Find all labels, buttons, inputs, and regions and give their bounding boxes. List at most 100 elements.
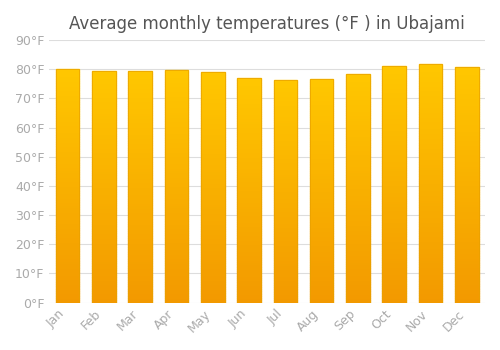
Bar: [201, 206, 224, 208]
Bar: [274, 229, 297, 231]
Bar: [346, 129, 370, 131]
Bar: [92, 203, 116, 205]
Bar: [201, 259, 224, 261]
Bar: [128, 196, 152, 198]
Bar: [164, 156, 188, 159]
Bar: [128, 231, 152, 233]
Bar: [418, 148, 442, 150]
Bar: [310, 89, 334, 91]
Bar: [56, 130, 80, 132]
Bar: [418, 236, 442, 238]
Bar: [201, 284, 224, 287]
Bar: [274, 109, 297, 111]
Bar: [310, 108, 334, 111]
Bar: [455, 288, 478, 291]
Bar: [346, 264, 370, 266]
Bar: [164, 270, 188, 272]
Bar: [201, 130, 224, 132]
Bar: [274, 98, 297, 100]
Bar: [92, 85, 116, 88]
Bar: [128, 178, 152, 180]
Bar: [128, 168, 152, 171]
Bar: [418, 117, 442, 119]
Bar: [274, 272, 297, 274]
Bar: [201, 111, 224, 114]
Bar: [455, 185, 478, 187]
Bar: [274, 85, 297, 87]
Bar: [164, 121, 188, 124]
Bar: [382, 118, 406, 121]
Bar: [274, 122, 297, 125]
Bar: [382, 102, 406, 104]
Bar: [56, 114, 80, 116]
Bar: [201, 254, 224, 257]
Bar: [382, 168, 406, 170]
Bar: [346, 250, 370, 252]
Bar: [164, 217, 188, 219]
Bar: [237, 244, 261, 246]
Bar: [274, 280, 297, 282]
Bar: [455, 284, 478, 286]
Bar: [274, 211, 297, 214]
Bar: [56, 249, 80, 251]
Bar: [418, 176, 442, 178]
Bar: [164, 110, 188, 112]
Bar: [382, 170, 406, 173]
Bar: [346, 200, 370, 202]
Bar: [92, 136, 116, 138]
Bar: [237, 240, 261, 242]
Bar: [128, 289, 152, 291]
Bar: [92, 266, 116, 268]
Bar: [455, 241, 478, 244]
Bar: [237, 249, 261, 251]
Bar: [56, 181, 80, 184]
Bar: [310, 218, 334, 220]
Bar: [128, 74, 152, 76]
Bar: [310, 202, 334, 204]
Bar: [418, 102, 442, 105]
Bar: [92, 145, 116, 148]
Bar: [455, 296, 478, 298]
Bar: [382, 270, 406, 272]
Bar: [310, 287, 334, 289]
Bar: [237, 186, 261, 188]
Bar: [455, 95, 478, 98]
Bar: [346, 266, 370, 268]
Bar: [310, 289, 334, 292]
Bar: [346, 179, 370, 182]
Bar: [310, 274, 334, 276]
Bar: [455, 102, 478, 105]
Bar: [128, 71, 152, 303]
Bar: [164, 159, 188, 161]
Bar: [128, 293, 152, 296]
Bar: [237, 258, 261, 260]
Bar: [274, 276, 297, 278]
Bar: [274, 198, 297, 200]
Bar: [92, 277, 116, 280]
Bar: [164, 84, 188, 86]
Bar: [237, 204, 261, 206]
Bar: [310, 120, 334, 122]
Bar: [310, 178, 334, 180]
Bar: [237, 292, 261, 294]
Bar: [237, 260, 261, 262]
Bar: [56, 284, 80, 286]
Bar: [274, 182, 297, 185]
Bar: [164, 170, 188, 173]
Bar: [128, 273, 152, 275]
Bar: [455, 230, 478, 232]
Bar: [418, 88, 442, 90]
Bar: [237, 282, 261, 285]
Bar: [56, 270, 80, 272]
Bar: [455, 258, 478, 260]
Bar: [201, 215, 224, 217]
Bar: [418, 265, 442, 267]
Bar: [382, 180, 406, 182]
Bar: [455, 274, 478, 277]
Bar: [310, 243, 334, 245]
Bar: [455, 277, 478, 279]
Bar: [201, 268, 224, 271]
Bar: [56, 95, 80, 97]
Bar: [92, 219, 116, 222]
Bar: [418, 128, 442, 131]
